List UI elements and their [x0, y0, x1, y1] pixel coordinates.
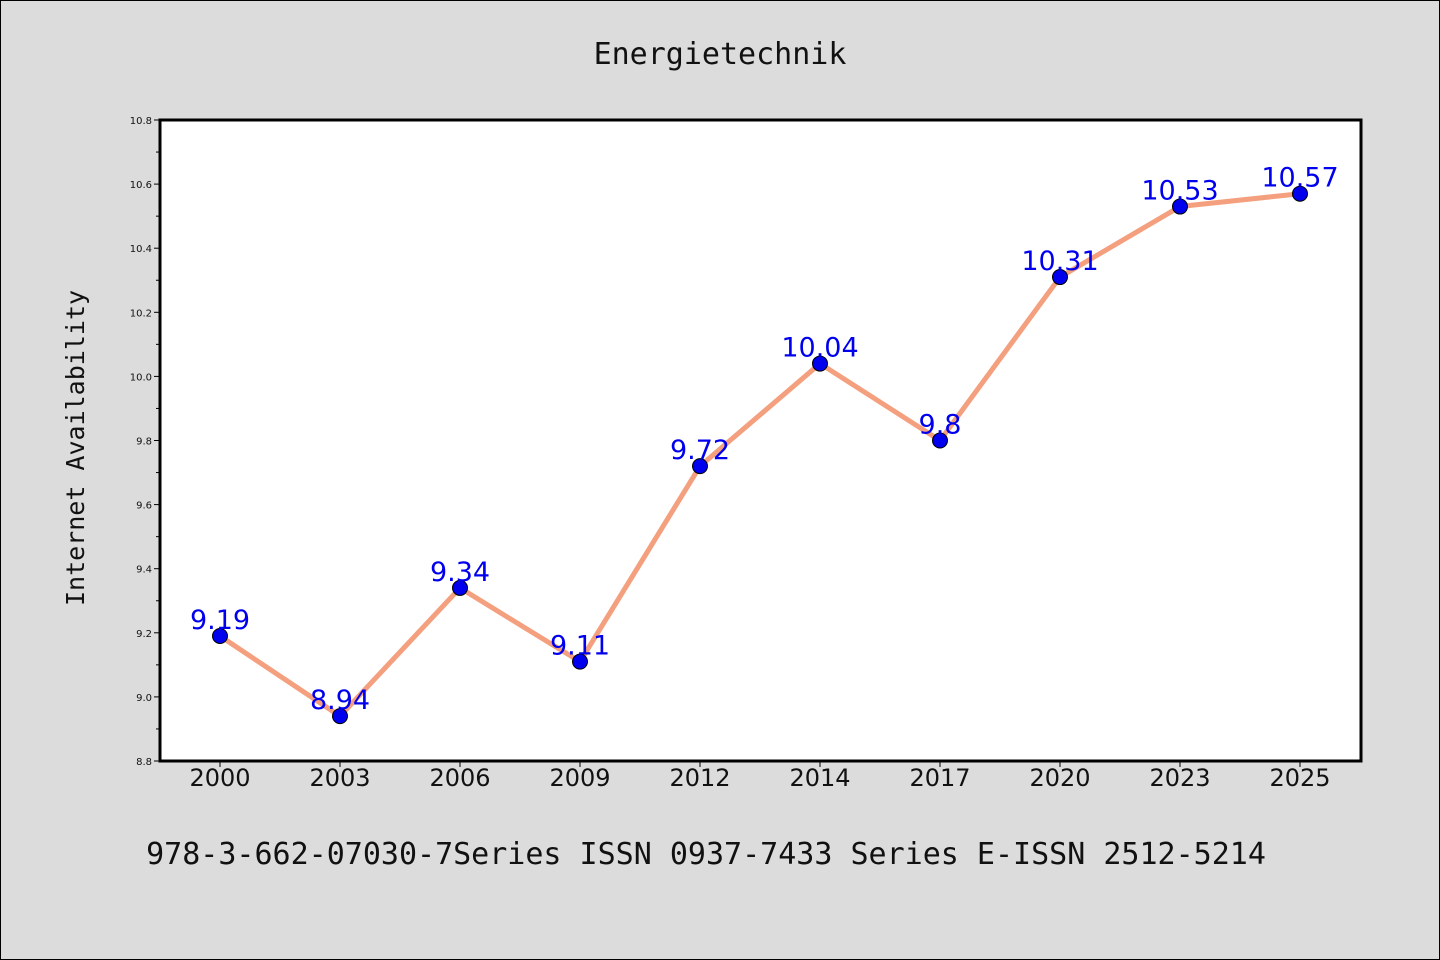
y-tick-label: 9.6	[136, 501, 152, 512]
plot-area	[158, 118, 1363, 763]
y-tick-label: 10.8	[130, 116, 152, 127]
data-point-marker	[1052, 269, 1068, 286]
y-axis-ticks: 8.8 9.0 9.2 9.4 9.6 9.8 10.0 10.2 10.4 10.6 10.8	[130, 116, 160, 768]
data-point-marker	[452, 579, 468, 596]
y-axis-label: Internet Availability	[61, 290, 90, 606]
y-tick-label: 10.4	[130, 244, 152, 255]
chart-title: Energietechnik	[594, 37, 847, 72]
data-point-marker	[212, 628, 228, 645]
data-point-label: 9.19	[190, 605, 250, 636]
x-tick-label: 2003	[309, 764, 370, 792]
x-tick-label: 2017	[909, 764, 970, 792]
data-point-label: 9.72	[670, 435, 730, 466]
data-point-marker	[572, 653, 588, 670]
footer-isbn-text: 978-3-662-07030-7Series ISSN 0937-7433 S…	[146, 837, 1266, 872]
data-point-marker	[692, 458, 708, 475]
data-point-label: 10.31	[1021, 246, 1098, 277]
x-tick-label: 2023	[1149, 764, 1210, 792]
data-point-label: 8.94	[310, 685, 370, 716]
y-tick-label: 10.6	[130, 180, 152, 191]
series-line	[217, 191, 1303, 719]
data-point-label: 10.04	[781, 333, 858, 364]
series-line-group	[212, 185, 1308, 725]
x-tick-label: 2006	[429, 764, 490, 792]
data-point-marker	[1292, 185, 1308, 202]
data-point-label: 9.11	[550, 631, 610, 662]
data-point-marker	[932, 432, 948, 449]
data-point-marker	[332, 708, 348, 725]
data-point-label: 9.8	[919, 410, 962, 441]
x-tick-label: 2014	[789, 764, 850, 792]
y-tick-label: 9.2	[136, 629, 152, 640]
x-tick-label: 2009	[549, 764, 610, 792]
data-point-marker	[1172, 198, 1188, 215]
y-tick-label: 8.8	[136, 757, 152, 768]
y-tick-label: 10.0	[130, 372, 152, 383]
data-point-marker	[812, 355, 828, 372]
x-tick-label: 2012	[669, 764, 730, 792]
x-tick-label: 2000	[189, 764, 250, 792]
data-point-label: 10.57	[1261, 163, 1338, 194]
y-tick-label: 9.4	[136, 565, 152, 576]
y-tick-label: 9.0	[136, 693, 152, 704]
data-labels-group: 9.19 8.94 9.34 9.11 9.72 10.04 9.8 10.31 10.53 10…	[190, 163, 1339, 716]
y-tick-label: 10.2	[130, 308, 152, 319]
y-tick-label: 9.8	[136, 437, 152, 448]
data-point-label: 9.34	[430, 557, 490, 588]
data-point-label: 10.53	[1141, 176, 1218, 207]
x-axis-ticks: 2000 2003 2006 2009 2012 2014 2017 2020 2023 2025	[189, 761, 1331, 792]
x-tick-label: 2020	[1029, 764, 1090, 792]
x-tick-label: 2025	[1269, 764, 1330, 792]
